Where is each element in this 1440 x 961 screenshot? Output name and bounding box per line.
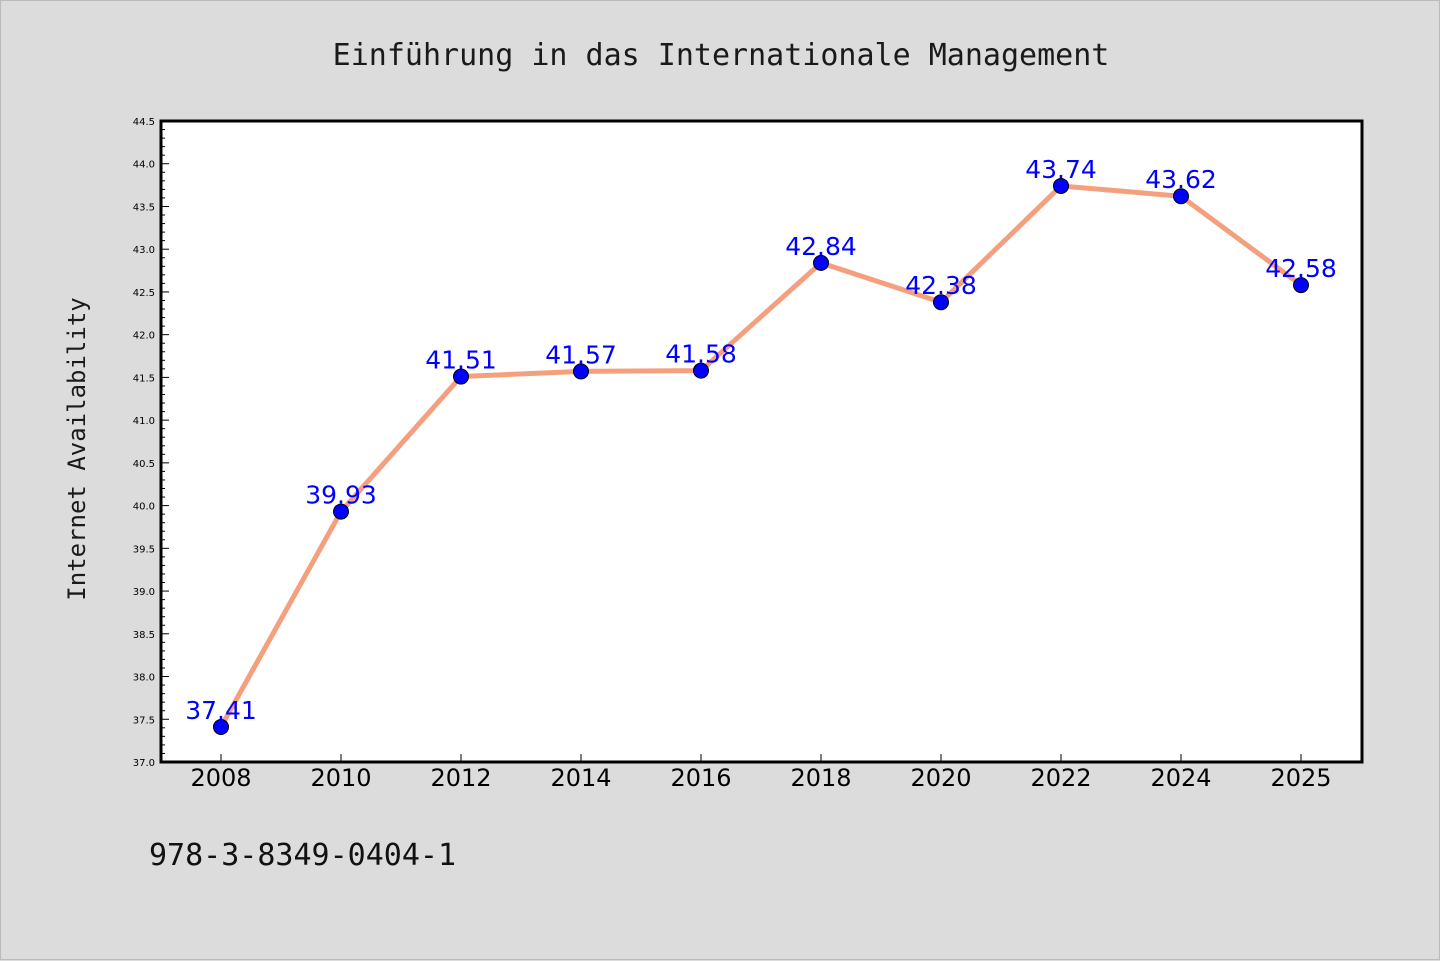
y-tick-label: 42.0 xyxy=(133,331,155,342)
data-point-marker xyxy=(333,503,349,520)
y-tick-label: 38.5 xyxy=(133,630,155,641)
data-point-marker xyxy=(933,294,949,311)
isbn-label: 978-3-8349-0404-1 xyxy=(149,838,456,873)
y-tick-label: 41.0 xyxy=(133,416,155,427)
data-label: 37.41 xyxy=(185,696,257,725)
x-tick-label: 2016 xyxy=(670,764,731,792)
x-tick-label: 2018 xyxy=(790,764,851,792)
y-tick-label: 44.5 xyxy=(133,117,155,128)
y-tick-label: 39.5 xyxy=(133,544,155,555)
data-label: 43.62 xyxy=(1145,165,1217,194)
data-label: 42.58 xyxy=(1265,254,1337,283)
x-tick-label: 2014 xyxy=(550,764,611,792)
y-tick-label: 40.0 xyxy=(133,502,155,513)
x-tick-label: 2008 xyxy=(190,764,251,792)
data-label: 42.84 xyxy=(785,232,857,261)
plot-area xyxy=(159,119,1364,764)
y-tick-label: 38.0 xyxy=(133,673,155,684)
y-tick-label: 39.0 xyxy=(133,587,155,598)
data-point-marker xyxy=(1293,277,1309,294)
series-line xyxy=(218,183,1304,730)
y-tick-label: 43.0 xyxy=(133,245,155,256)
y-tick-label: 40.5 xyxy=(133,459,155,470)
y-axis: 37.0 37.5 38.0 38.5 39.0 39.5 40.0 40.5 41.0 41.5… xyxy=(133,117,169,769)
x-tick-label: 2012 xyxy=(430,764,491,792)
series-group: 37.41 39.93 41.51 41.57 41.58 42.84 42.38 43.74… xyxy=(185,155,1337,735)
y-tick-label: 42.5 xyxy=(133,288,155,299)
data-point-marker xyxy=(1173,188,1189,205)
y-tick-label: 43.5 xyxy=(133,202,155,213)
y-tick-label: 37.0 xyxy=(133,758,155,769)
data-label: 42.38 xyxy=(905,271,977,300)
data-point-marker xyxy=(573,363,589,380)
data-label: 39.93 xyxy=(305,481,377,510)
data-point-marker xyxy=(693,362,709,379)
x-axis: 2008 2010 2012 2014 2016 2018 2020 2022 2024 2025 xyxy=(190,754,1332,792)
x-tick-label: 2022 xyxy=(1030,764,1091,792)
y-tick-label: 37.5 xyxy=(133,715,155,726)
y-tick-label: 41.5 xyxy=(133,373,155,384)
data-label: 41.58 xyxy=(665,340,737,369)
data-label: 43.74 xyxy=(1025,155,1097,184)
data-point-marker xyxy=(213,718,229,735)
data-point-marker xyxy=(453,368,469,385)
chart-title: Einführung in das Internationale Managem… xyxy=(333,38,1110,73)
data-label: 41.57 xyxy=(545,340,617,369)
x-tick-label: 2010 xyxy=(310,764,371,792)
y-tick-label: 44.0 xyxy=(133,160,155,171)
y-axis-label: Internet Availability xyxy=(63,297,91,600)
x-tick-label: 2024 xyxy=(1150,764,1211,792)
x-tick-label: 2025 xyxy=(1270,764,1331,792)
data-label: 41.51 xyxy=(425,346,497,375)
data-point-marker xyxy=(1053,177,1069,194)
data-point-marker xyxy=(813,254,829,271)
x-tick-label: 2020 xyxy=(910,764,971,792)
